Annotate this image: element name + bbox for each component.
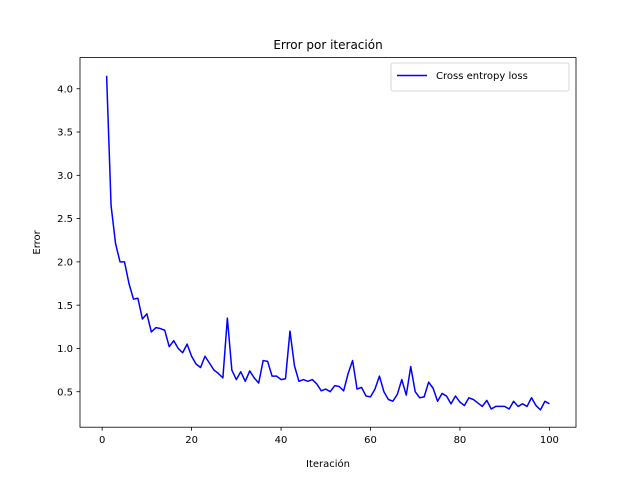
y-tick-label: 2.5 xyxy=(57,214,73,225)
y-tick-label: 2.0 xyxy=(57,257,73,268)
y-tick-label: 4.0 xyxy=(57,84,73,95)
y-tick-label: 3.0 xyxy=(57,171,73,182)
series-line-cross-entropy-loss xyxy=(105,75,550,411)
x-tick-label: 20 xyxy=(185,435,198,446)
y-tick-label: 0.5 xyxy=(57,387,73,398)
y-tick-label: 1.5 xyxy=(57,301,73,312)
x-tick-label: 40 xyxy=(275,435,288,446)
y-axis-label: Error xyxy=(32,229,43,254)
y-tick-label: 3.5 xyxy=(57,128,73,139)
x-tick-label: 0 xyxy=(99,435,105,446)
y-tick-label: 1.0 xyxy=(57,344,73,355)
x-tick-label: 100 xyxy=(540,435,559,446)
series-layer xyxy=(105,75,550,411)
plot-area xyxy=(79,57,577,428)
x-tick-label: 80 xyxy=(454,435,467,446)
x-tick-label: 60 xyxy=(364,435,377,446)
legend-entry-cross-entropy-loss: Cross entropy loss xyxy=(436,71,528,82)
legend-box xyxy=(390,62,570,92)
y-axis: 0.5 1.0 1.5 2.0 2.5 3.0 3.5 4.0 xyxy=(57,84,80,398)
legend: Cross entropy loss xyxy=(390,62,570,92)
x-axis-label: Iteración xyxy=(306,458,350,470)
chart-title: Error por iteración xyxy=(273,38,382,52)
x-axis: 0 20 40 60 80 100 xyxy=(99,427,559,446)
